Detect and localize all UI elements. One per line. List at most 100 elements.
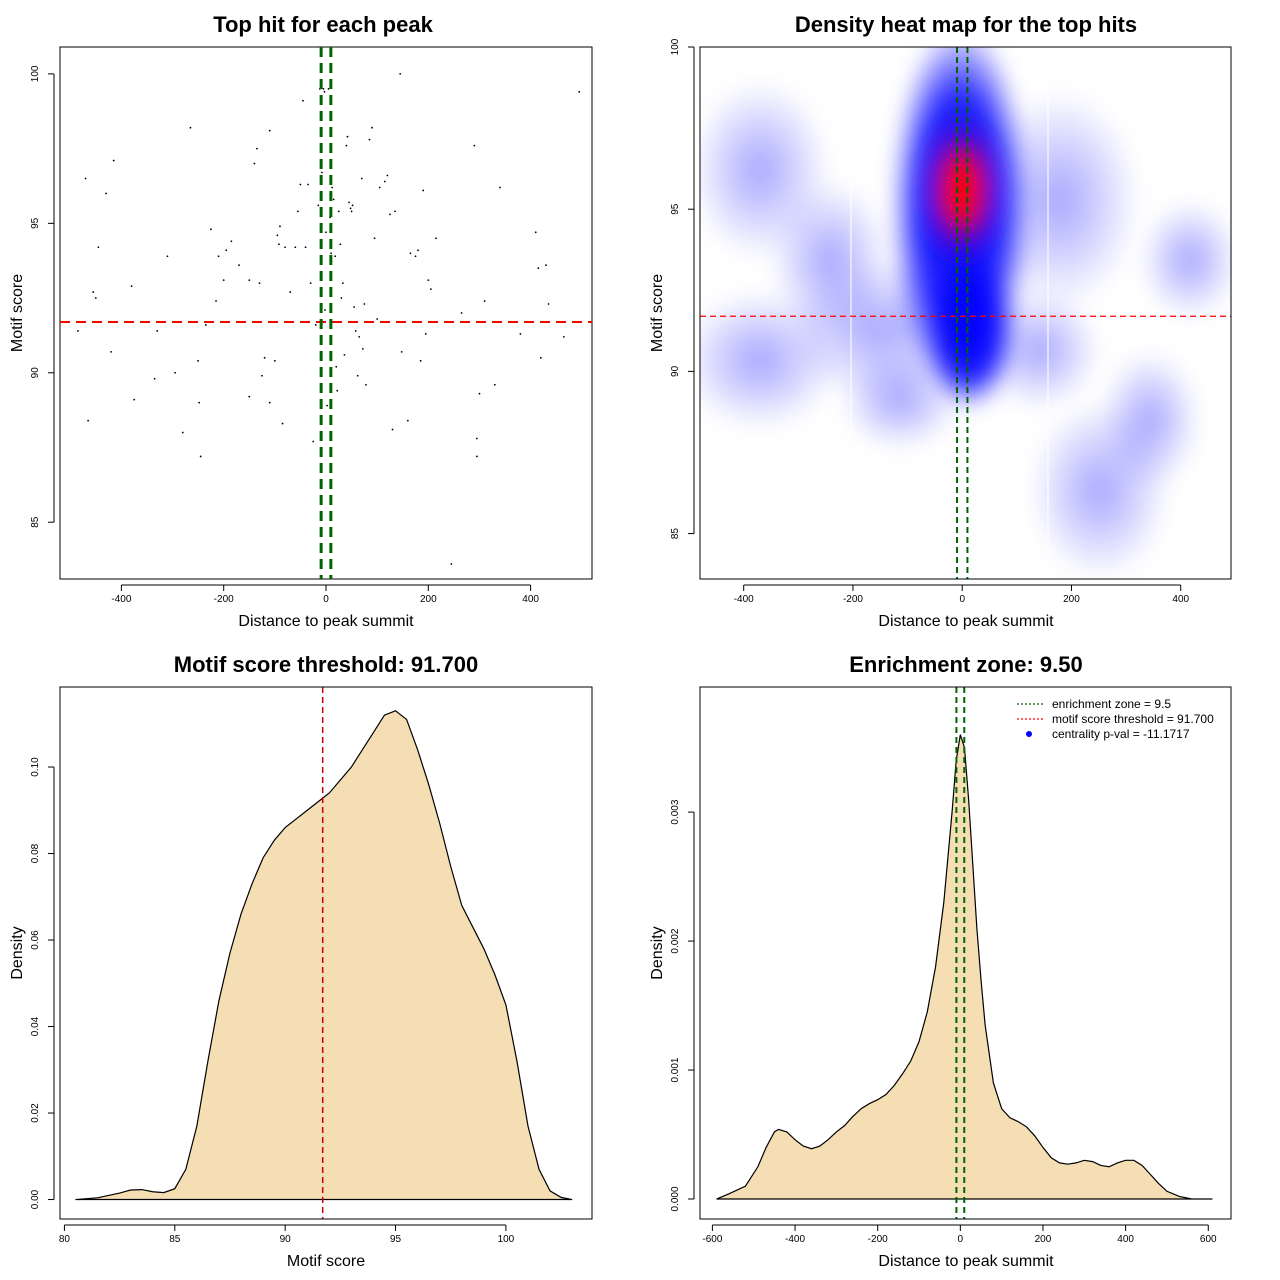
scatter-point [545, 264, 547, 267]
scatter-point [279, 225, 281, 228]
scatter-point [368, 138, 371, 141]
scatter-point [181, 431, 184, 434]
scatter-point [450, 563, 453, 565]
scatter-point [289, 291, 292, 293]
scatter-point [199, 455, 202, 458]
scatter-point [273, 359, 276, 362]
scatter-point [307, 183, 309, 186]
y-axis-label: Motif score [9, 274, 26, 352]
scatter-point [476, 455, 478, 458]
scatter-point [302, 99, 304, 102]
panel-title: Motif score threshold: 91.700 [174, 652, 478, 677]
scatter-point [94, 297, 97, 299]
y-tick-label: 90 [670, 365, 681, 377]
scatter-point [130, 285, 133, 288]
x-tick-label: 400 [1117, 1234, 1134, 1245]
y-axis-label: Motif score [649, 274, 666, 352]
scatter-point [354, 330, 357, 332]
y-tick-label: 90 [30, 367, 41, 379]
scatter-point [278, 243, 280, 246]
axes: -400 -200 0 200 400 85 90 95 100 [30, 65, 539, 605]
scatter-point [335, 365, 338, 368]
scatter-point [519, 333, 522, 335]
scatter-point [317, 204, 320, 207]
y-tick-label: 0.06 [30, 930, 41, 950]
scatter-point [276, 234, 279, 237]
scatter-point [365, 383, 367, 386]
scatter-point [473, 144, 476, 147]
scatter-point [92, 291, 95, 293]
scatter-point [340, 297, 343, 299]
scatter-point [399, 72, 402, 75]
panel-scatter: Top hit for each peak -400 -200 0 200 400 85 9… [9, 12, 593, 630]
y-tick-label: 100 [670, 38, 681, 55]
scatter-point [578, 90, 581, 93]
scatter-point [268, 129, 271, 132]
y-tick-label: 0.00 [30, 1189, 41, 1209]
y-tick-label: 0.000 [670, 1186, 681, 1211]
legend-label-threshold: motif score threshold = 91.700 [1052, 712, 1214, 726]
scatter-point [166, 255, 169, 258]
scatter-point [225, 249, 228, 252]
scatter-point [110, 350, 113, 353]
scatter-point [341, 282, 344, 285]
scatter-point [230, 240, 233, 243]
y-tick-label: 0.08 [30, 843, 41, 863]
x-axis-label: Distance to peak summit [238, 613, 414, 630]
x-tick-label: -400 [785, 1234, 805, 1245]
x-tick-label: -400 [734, 594, 754, 605]
scatter-point [537, 267, 540, 270]
scatter-point [261, 374, 263, 377]
scatter-point [547, 303, 550, 305]
scatter-point [174, 371, 176, 374]
scatter-point [346, 135, 349, 138]
scatter-point [322, 87, 325, 90]
scatter-point [84, 177, 87, 180]
scatter-point [360, 177, 363, 180]
scatter-point [284, 246, 286, 249]
scatter-point [312, 440, 315, 443]
scatter-point [258, 282, 261, 285]
plot-frame [699, 46, 1232, 580]
scatter-point [414, 255, 417, 258]
scatter-point [478, 392, 481, 395]
scatter-point [427, 279, 430, 282]
x-tick-label: 400 [522, 594, 539, 605]
legend-label-pval: centrality p-val = -11.1717 [1052, 727, 1190, 741]
x-tick-label: -200 [843, 594, 863, 605]
scatter-point [263, 356, 266, 359]
panel-score-density: Motif score threshold: 91.700 80 85 90 95 10… [9, 652, 593, 1270]
x-tick-label: 600 [1200, 1234, 1217, 1245]
scatter-point [373, 237, 376, 240]
scatter-point [348, 201, 350, 204]
y-axis-label: Density [9, 926, 26, 979]
heatmap-surface [700, 47, 1231, 579]
x-tick-label: -600 [702, 1234, 722, 1245]
y-tick-label: 85 [670, 528, 681, 540]
scatter-point [419, 359, 422, 362]
scatter-point [238, 264, 240, 267]
scatter-point [330, 252, 333, 255]
panel-heatmap: Density heat map for the top hits [649, 12, 1232, 630]
scatter-point [222, 279, 225, 282]
scatter-point [197, 359, 200, 362]
scatter-point [499, 186, 501, 189]
scatter-point [327, 87, 330, 90]
scatter-point [422, 189, 425, 192]
scatter-point [189, 126, 192, 129]
panel-title: Density heat map for the top hits [795, 12, 1137, 37]
scatter-point [378, 186, 381, 189]
scatter-point [112, 159, 115, 162]
scatter-point [248, 395, 251, 398]
scatter-point [304, 246, 307, 249]
x-tick-label: 90 [280, 1234, 292, 1245]
scatter-point [435, 237, 437, 240]
scatter-point [429, 288, 432, 290]
plot-frame [59, 686, 593, 1220]
scatter-point [406, 419, 409, 422]
scatter-points [77, 72, 581, 565]
scatter-point [358, 336, 361, 338]
x-tick-label: 0 [958, 1234, 964, 1245]
scatter-point [97, 246, 100, 249]
y-tick-label: 95 [670, 203, 681, 215]
